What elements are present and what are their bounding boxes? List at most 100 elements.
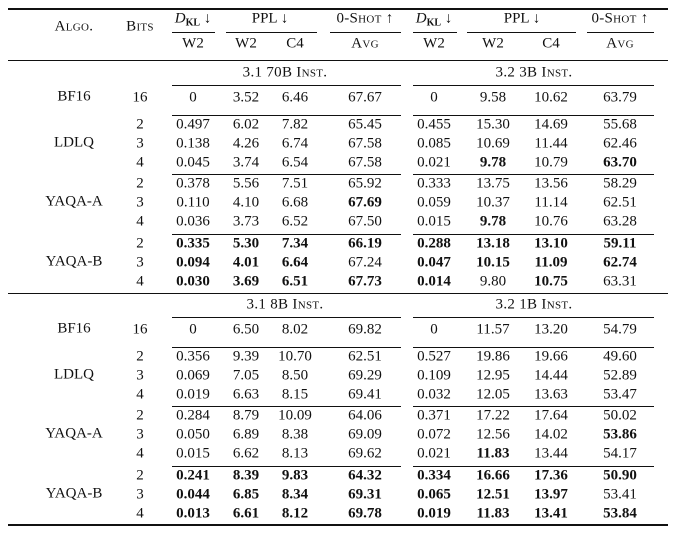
- data-cell: 5.30: [232, 235, 260, 252]
- data-cell: 19.86: [476, 348, 510, 365]
- data-cell: 9.83: [281, 467, 309, 484]
- data-cell: 8.38: [281, 426, 309, 443]
- data-cell: 0.334: [417, 467, 451, 484]
- header-cmidrule-5: [587, 32, 654, 33]
- algo-label: BF16: [57, 88, 91, 105]
- data-cell: 8.13: [281, 445, 309, 462]
- data-cell: 0.109: [417, 367, 451, 384]
- data-cell: 65.45: [348, 116, 382, 133]
- data-cell: 13.10: [534, 235, 568, 252]
- data-cell: 10.62: [534, 89, 568, 106]
- data-cell: 7.51: [281, 175, 309, 192]
- data-cell: 12.95: [476, 367, 510, 384]
- top-rule: [8, 8, 668, 10]
- data-cell: 13.56: [534, 175, 568, 192]
- data-cell: 6.02: [232, 116, 260, 133]
- data-cell: 8.39: [232, 467, 260, 484]
- header-dkl-arrow: ↓: [200, 10, 212, 27]
- block-title-right: 3.2 1B Inst.: [495, 296, 573, 313]
- bits-cell: 4: [136, 505, 144, 522]
- group-rule-left: [172, 466, 401, 467]
- data-cell: 0.497: [176, 116, 210, 133]
- data-cell: 6.64: [281, 254, 309, 271]
- data-cell: 0.036: [176, 213, 210, 230]
- data-cell: 10.09: [278, 407, 312, 424]
- data-cell: 0: [430, 321, 438, 338]
- bits-cell: 4: [136, 154, 144, 171]
- data-cell: 6.54: [281, 154, 309, 171]
- data-cell: 0.072: [417, 426, 451, 443]
- bits-cell: 3: [136, 486, 144, 503]
- bits-cell: 2: [136, 467, 144, 484]
- data-cell: 0.335: [176, 235, 210, 252]
- data-cell: 0: [189, 89, 197, 106]
- group-rule-right: [413, 234, 654, 235]
- header-cmidrule-1: [226, 32, 317, 33]
- data-cell: 6.52: [281, 213, 309, 230]
- data-cell: 13.75: [476, 175, 510, 192]
- header-dkl-subscript: KL: [426, 17, 442, 29]
- block-title-rule-right: [413, 85, 654, 86]
- data-cell: 10.76: [534, 213, 568, 230]
- group-rule-left: [172, 347, 401, 348]
- data-cell: 0: [189, 321, 197, 338]
- data-cell: 63.31: [603, 273, 637, 290]
- data-cell: 0.030: [176, 273, 210, 290]
- data-cell: 9.78: [479, 154, 507, 171]
- data-cell: 67.67: [348, 89, 382, 106]
- data-cell: 0.045: [176, 154, 210, 171]
- data-cell: 6.61: [232, 505, 260, 522]
- bits-cell: 3: [136, 254, 144, 271]
- data-cell: 66.19: [348, 235, 382, 252]
- data-cell: 69.29: [348, 367, 382, 384]
- bits-cell: 2: [136, 116, 144, 133]
- data-cell: 63.79: [603, 89, 637, 106]
- data-cell: 11.44: [534, 135, 568, 152]
- data-cell: 67.50: [348, 213, 382, 230]
- header-dkl-arrow: ↓: [441, 10, 453, 27]
- block-separator-rule: [8, 293, 668, 294]
- data-cell: 54.79: [603, 321, 637, 338]
- data-cell: 7.05: [232, 367, 260, 384]
- data-cell: 0.094: [176, 254, 210, 271]
- data-cell: 0: [430, 89, 438, 106]
- data-cell: 67.69: [348, 194, 382, 211]
- header-sub-7: Avg: [606, 35, 634, 52]
- data-cell: 6.63: [232, 386, 260, 403]
- header-zeroshot-right: 0-Shot ↑: [591, 10, 649, 27]
- bits-cell: 16: [132, 89, 148, 106]
- data-cell: 19.66: [534, 348, 568, 365]
- data-cell: 12.56: [476, 426, 510, 443]
- data-cell: 9.58: [479, 89, 507, 106]
- algo-label: YAQA-B: [45, 253, 103, 270]
- header-sub-4: W2: [423, 35, 445, 52]
- data-cell: 3.74: [232, 154, 260, 171]
- data-cell: 53.41: [603, 486, 637, 503]
- data-cell: 69.31: [348, 486, 382, 503]
- data-cell: 0.110: [176, 194, 210, 211]
- header-sub-3: Avg: [351, 35, 379, 52]
- algo-label: YAQA-A: [45, 425, 103, 442]
- data-cell: 6.46: [281, 89, 309, 106]
- data-cell: 6.85: [232, 486, 260, 503]
- header-sub-1: W2: [235, 35, 257, 52]
- data-cell: 9.39: [232, 348, 260, 365]
- data-cell: 0.013: [176, 505, 210, 522]
- header-sub-0: W2: [182, 35, 204, 52]
- data-cell: 9.80: [479, 273, 507, 290]
- data-cell: 0.069: [176, 367, 210, 384]
- data-cell: 62.51: [348, 348, 382, 365]
- data-cell: 14.44: [534, 367, 568, 384]
- data-cell: 53.86: [603, 426, 637, 443]
- data-cell: 6.68: [281, 194, 309, 211]
- data-cell: 0.015: [176, 445, 210, 462]
- data-cell: 67.24: [348, 254, 382, 271]
- block-title-left: 3.1 70B Inst.: [242, 64, 328, 81]
- data-cell: 11.09: [534, 254, 568, 271]
- header-bits: Bits: [126, 18, 154, 35]
- group-rule-left: [172, 174, 401, 175]
- bits-cell: 16: [132, 321, 148, 338]
- block-title-right: 3.2 3B Inst.: [495, 64, 573, 81]
- bits-cell: 2: [136, 348, 144, 365]
